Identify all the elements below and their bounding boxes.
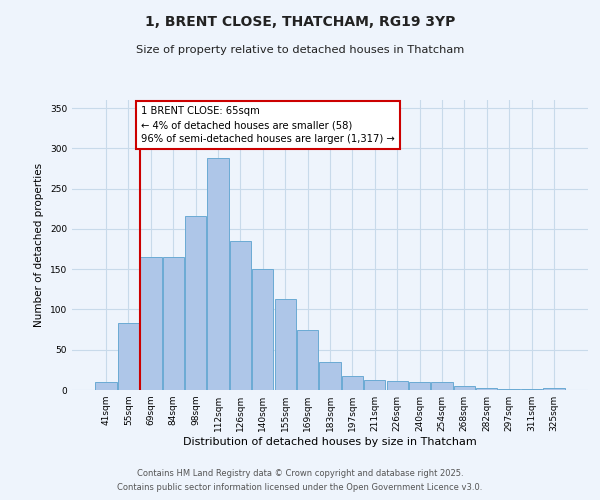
Bar (386, 381, 408, 390)
Bar (364, 380, 385, 390)
Text: 1 BRENT CLOSE: 65sqm
← 4% of detached houses are smaller (58)
96% of semi-detach: 1 BRENT CLOSE: 65sqm ← 4% of detached ho… (141, 106, 395, 144)
Bar (521, 389, 542, 390)
X-axis label: Distribution of detached houses by size in Thatcham: Distribution of detached houses by size … (183, 437, 477, 447)
Text: Contains public sector information licensed under the Open Government Licence v3: Contains public sector information licen… (118, 484, 482, 492)
Bar (409, 382, 430, 390)
Bar (208, 158, 229, 390)
Bar (140, 257, 161, 390)
Text: 1, BRENT CLOSE, THATCHAM, RG19 3YP: 1, BRENT CLOSE, THATCHAM, RG19 3YP (145, 15, 455, 29)
Bar (185, 216, 206, 390)
Bar (342, 376, 363, 390)
Bar (163, 257, 184, 390)
Bar (476, 388, 497, 390)
Bar (319, 362, 341, 390)
Text: Contains HM Land Registry data © Crown copyright and database right 2025.: Contains HM Land Registry data © Crown c… (137, 468, 463, 477)
Bar (543, 388, 565, 390)
Bar (431, 382, 452, 390)
Bar (454, 386, 475, 390)
Bar (297, 330, 318, 390)
Text: Size of property relative to detached houses in Thatcham: Size of property relative to detached ho… (136, 45, 464, 55)
Bar (230, 241, 251, 390)
Bar (252, 269, 274, 390)
Bar (275, 299, 296, 390)
Y-axis label: Number of detached properties: Number of detached properties (34, 163, 44, 327)
Bar (499, 389, 520, 390)
Bar (118, 323, 139, 390)
Bar (95, 382, 117, 390)
